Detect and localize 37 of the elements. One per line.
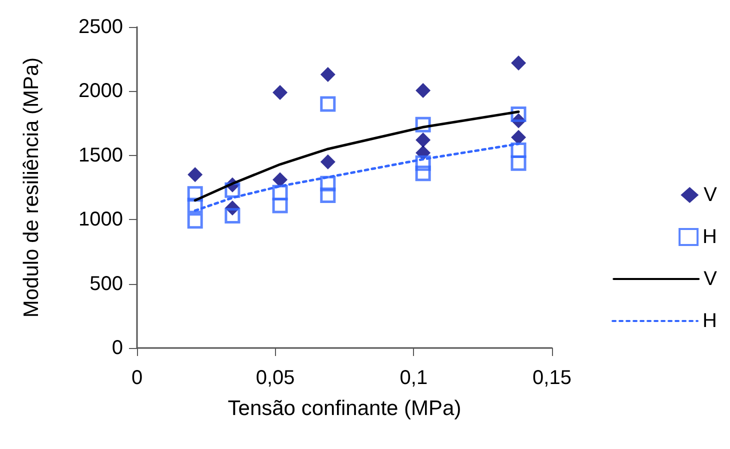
point: [188, 167, 203, 182]
point: [415, 155, 431, 171]
legend-label: V: [704, 268, 718, 290]
point: [272, 172, 288, 188]
point: [510, 155, 526, 171]
x-tick-label: 0: [131, 367, 143, 389]
y-axis-title: Modulo de resiliência (MPa): [20, 57, 43, 318]
point: [510, 142, 526, 158]
legend-label: H: [702, 226, 718, 248]
point: [187, 213, 203, 229]
x-tick-label: 0,05: [256, 367, 295, 389]
legend-label: V: [704, 184, 718, 206]
point: [416, 132, 431, 148]
point: [224, 208, 240, 224]
point: [510, 106, 526, 122]
point: [511, 130, 526, 145]
point: [272, 84, 288, 100]
point: [320, 187, 336, 203]
y-tick-label: 1000: [78, 208, 123, 231]
point: [415, 166, 431, 182]
y-tick-label: 0: [112, 337, 123, 359]
x-axis-title: Tensão confinante (MPa): [228, 397, 462, 420]
y-tick-label: 500: [90, 272, 123, 295]
point: [416, 83, 431, 98]
point: [320, 154, 336, 170]
y-tick-label: 2000: [78, 80, 123, 102]
point: [320, 67, 336, 82]
point: [272, 198, 288, 214]
legend-label: H: [702, 310, 718, 332]
x-tick-label: 0,15: [532, 367, 572, 389]
y-tick-label: 1500: [78, 144, 123, 166]
point: [511, 55, 526, 70]
x-tick-label: 0,1: [400, 367, 428, 389]
point: [320, 176, 336, 192]
point: [320, 96, 336, 112]
point: [272, 184, 288, 200]
y-tick-label: 2500: [78, 16, 123, 38]
